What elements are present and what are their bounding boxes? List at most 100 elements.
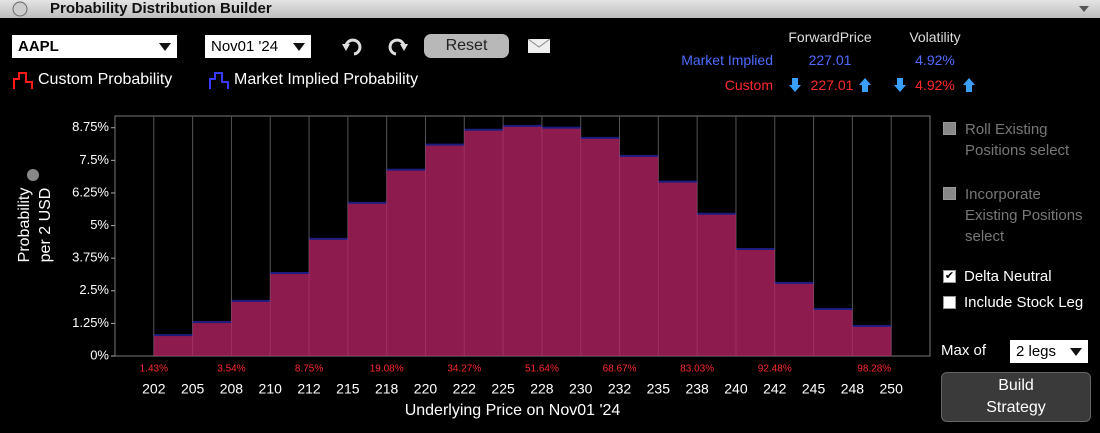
column-header: ForwardPrice bbox=[788, 29, 872, 45]
histogram-bar bbox=[309, 239, 348, 356]
cumulative-label: 51.64% bbox=[525, 364, 559, 375]
legend-icon bbox=[13, 72, 33, 89]
option-label: Incorporate Existing Positions select bbox=[965, 186, 1083, 245]
histogram-bar bbox=[192, 323, 232, 356]
window-title: Probability Distribution Builder bbox=[50, 0, 272, 17]
x-tick-label: 225 bbox=[491, 381, 515, 397]
cumulative-label: 1.43% bbox=[140, 364, 168, 375]
up-arrow[interactable] bbox=[858, 77, 872, 93]
legend-swatch bbox=[209, 72, 229, 89]
chart: 202 205 208 210 212 215 218 220 222 225 228 230 232 2… bbox=[16, 115, 931, 419]
histogram-bar bbox=[386, 170, 426, 356]
symbol-select[interactable]: AAPL bbox=[12, 35, 177, 58]
x-tick-label: 250 bbox=[880, 381, 904, 397]
x-tick-label: 230 bbox=[569, 381, 593, 397]
max-label: Max of bbox=[941, 342, 987, 359]
x-tick-label: 222 bbox=[453, 381, 477, 397]
cumulative-label: 92.48% bbox=[758, 364, 792, 375]
x-tick-label: 228 bbox=[530, 381, 554, 397]
histogram-bar bbox=[774, 283, 814, 356]
y-tick-label: 6.25% bbox=[72, 184, 109, 199]
build-strategy-button[interactable]: Build Strategy bbox=[941, 372, 1091, 422]
histogram-bar bbox=[697, 214, 736, 356]
histogram-bar bbox=[735, 250, 775, 356]
option-label: Include Stock Leg bbox=[964, 294, 1084, 311]
x-tick-label: 238 bbox=[685, 381, 709, 397]
y-axis-title: per 2 USD bbox=[37, 188, 54, 263]
legend-label: Market Implied Probability bbox=[234, 71, 419, 88]
legend-swatch bbox=[13, 72, 33, 89]
x-tick-label: 240 bbox=[724, 381, 748, 397]
y-axis-title: Probability bbox=[16, 188, 33, 263]
y-tick-label: 3.75% bbox=[72, 250, 109, 265]
histogram-bar bbox=[231, 301, 271, 356]
cumulative-label: 19.08% bbox=[370, 364, 404, 375]
help-icon bbox=[27, 169, 39, 181]
down-arrow[interactable] bbox=[788, 77, 802, 93]
cumulative-label: 83.03% bbox=[680, 364, 714, 375]
x-tick-label: 210 bbox=[259, 381, 283, 397]
column-header: Volatility bbox=[909, 29, 961, 45]
row-label: Market Implied bbox=[681, 52, 773, 68]
title-bar: Probability Distribution Builder bbox=[0, 0, 1100, 18]
histogram-bar bbox=[464, 130, 504, 356]
volatility: 4.92% bbox=[915, 52, 955, 68]
max-legs-select[interactable]: 2 legs bbox=[1010, 340, 1088, 363]
cumulative-label: 68.67% bbox=[603, 364, 637, 375]
y-tick-label: 1.25% bbox=[72, 315, 109, 330]
histogram-bar bbox=[619, 156, 659, 356]
button-label: Build Strategy bbox=[986, 377, 1046, 416]
undo-redo[interactable] bbox=[340, 36, 410, 58]
forward-price: 227.01 bbox=[810, 77, 854, 93]
x-tick-label: 205 bbox=[181, 381, 205, 397]
y-tick-label: 8.75% bbox=[72, 119, 109, 134]
checkbox bbox=[943, 187, 956, 200]
x-tick-label: 232 bbox=[608, 381, 632, 397]
histogram-bar bbox=[347, 203, 387, 356]
forward-price: 227.01 bbox=[808, 52, 852, 68]
x-tick-label: 248 bbox=[841, 381, 865, 397]
histogram-bar bbox=[541, 128, 581, 356]
options-scroll: Roll Existing Positions select Incorpora… bbox=[940, 118, 1090, 264]
y-tick-label: 5% bbox=[90, 217, 109, 232]
x-tick-label: 215 bbox=[336, 381, 360, 397]
down-arrow[interactable] bbox=[893, 77, 907, 93]
x-tick-label: 218 bbox=[375, 381, 399, 397]
histogram-bar bbox=[425, 145, 465, 356]
option-label: Delta Neutral bbox=[964, 268, 1052, 285]
histogram-bar bbox=[658, 182, 698, 356]
x-tick-label: 220 bbox=[414, 381, 438, 397]
histogram-bar bbox=[813, 310, 853, 356]
x-tick-label: 212 bbox=[297, 381, 321, 397]
legend-label: Custom Probability bbox=[38, 71, 173, 88]
x-tick-label: 235 bbox=[647, 381, 671, 397]
histogram-bar bbox=[153, 336, 193, 356]
volatility: 4.92% bbox=[915, 77, 955, 93]
cumulative-label: 8.75% bbox=[295, 364, 323, 375]
x-tick-label: 242 bbox=[763, 381, 787, 397]
cumulative-label: 34.27% bbox=[447, 364, 481, 375]
histogram-bar bbox=[503, 126, 542, 356]
window-icon bbox=[12, 1, 28, 17]
up-arrow[interactable] bbox=[962, 77, 976, 93]
histogram-bar bbox=[270, 274, 310, 356]
email-icon[interactable] bbox=[527, 38, 551, 54]
expiry-select[interactable]: Nov01 '24 bbox=[205, 35, 311, 58]
reset-button[interactable]: Reset bbox=[424, 34, 509, 58]
checkbox bbox=[943, 122, 956, 135]
y-tick-label: 0% bbox=[90, 347, 109, 362]
x-tick-label: 208 bbox=[220, 381, 244, 397]
cumulative-label: 3.54% bbox=[217, 364, 245, 375]
menu-arrow[interactable] bbox=[1078, 4, 1090, 14]
histogram-bar bbox=[852, 326, 892, 356]
row-label: Custom bbox=[724, 77, 773, 93]
x-tick-label: 202 bbox=[142, 381, 166, 397]
checkbox[interactable] bbox=[943, 296, 956, 309]
checkbox[interactable]: ✔ bbox=[943, 270, 956, 283]
histogram-bar bbox=[580, 138, 620, 356]
y-tick-label: 7.5% bbox=[79, 152, 109, 167]
x-axis-title: Underlying Price on Nov01 '24 bbox=[405, 402, 621, 419]
cumulative-label: 98.28% bbox=[857, 364, 891, 375]
y-tick-label: 2.5% bbox=[79, 282, 109, 297]
